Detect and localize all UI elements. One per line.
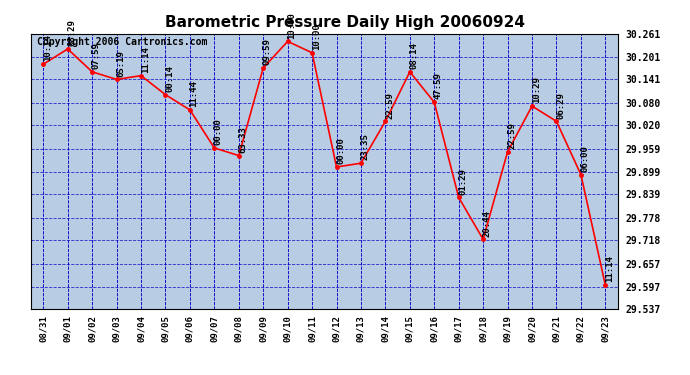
Text: 01:29: 01:29 xyxy=(458,168,467,195)
Text: 11:14: 11:14 xyxy=(605,255,614,282)
Text: 65:19: 65:19 xyxy=(116,50,126,76)
Text: 06:00: 06:00 xyxy=(580,145,589,172)
Text: 47:59: 47:59 xyxy=(434,73,443,99)
Text: 08:29: 08:29 xyxy=(68,20,77,46)
Text: 63:33: 63:33 xyxy=(239,126,248,153)
Text: 11:44: 11:44 xyxy=(190,80,199,107)
Text: 23:35: 23:35 xyxy=(361,134,370,160)
Text: 10:00: 10:00 xyxy=(312,23,321,50)
Text: 10:29: 10:29 xyxy=(532,76,541,103)
Text: 10:14: 10:14 xyxy=(43,34,52,62)
Text: 22:59: 22:59 xyxy=(385,92,394,118)
Text: 07:59: 07:59 xyxy=(92,42,101,69)
Text: 09:59: 09:59 xyxy=(263,38,272,65)
Text: 00:14: 00:14 xyxy=(165,65,174,92)
Text: 08:14: 08:14 xyxy=(409,42,419,69)
Text: 10:00: 10:00 xyxy=(287,12,296,39)
Text: Barometric Pressure Daily High 20060924: Barometric Pressure Daily High 20060924 xyxy=(165,15,525,30)
Text: Copyright 2006 Cartronics.com: Copyright 2006 Cartronics.com xyxy=(37,36,207,46)
Text: 00:00: 00:00 xyxy=(336,137,345,164)
Text: 00:00: 00:00 xyxy=(214,118,223,145)
Text: 11:14: 11:14 xyxy=(141,46,150,73)
Text: 06:29: 06:29 xyxy=(556,92,565,118)
Text: 22:59: 22:59 xyxy=(507,122,516,149)
Text: 20:44: 20:44 xyxy=(483,210,492,237)
